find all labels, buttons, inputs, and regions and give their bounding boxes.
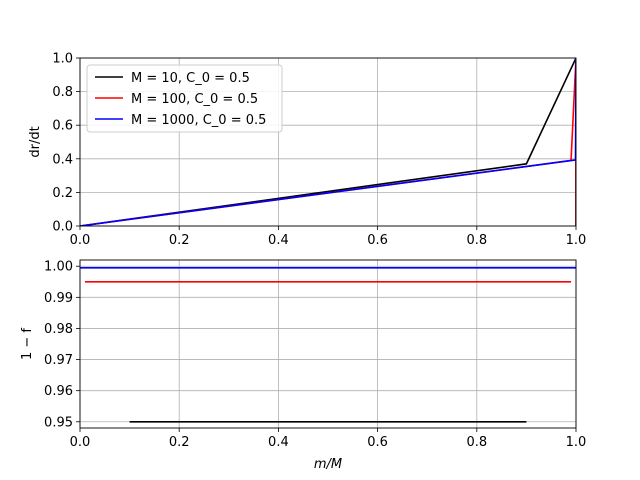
- y-tick-label: 0.96: [44, 384, 73, 399]
- y-tick-label: 0.97: [44, 353, 73, 368]
- y-tick-label: 0.95: [44, 415, 73, 430]
- x-tick-label: 0.2: [169, 435, 190, 450]
- x-tick-label: 0.4: [268, 233, 289, 248]
- x-tick-label: 0.6: [367, 435, 388, 450]
- legend-label: M = 1000, C_0 = 0.5: [131, 113, 266, 128]
- y-tick-label: 0.6: [52, 119, 73, 134]
- y-tick-label: 0.99: [44, 291, 73, 306]
- x-tick-label: 0.0: [70, 233, 91, 248]
- y-tick-label: 1.0: [52, 52, 73, 67]
- x-tick-label: 1.0: [566, 233, 587, 248]
- y-axis-label: 1 − f: [20, 328, 35, 360]
- axes-frame: [79, 57, 577, 227]
- legend-box: [86, 64, 283, 133]
- legend-label: M = 10, C_0 = 0.5: [131, 71, 250, 86]
- x-tick-label: 0.2: [169, 233, 190, 248]
- y-tick-label: 0.4: [52, 152, 73, 167]
- x-tick-label: 0.4: [268, 435, 289, 450]
- x-axis-label: m/M: [314, 457, 342, 472]
- axes-frame: [79, 259, 577, 429]
- series-line: [80, 58, 576, 226]
- y-tick-label: 0.8: [52, 85, 73, 100]
- x-tick-label: 0.0: [70, 435, 91, 450]
- y-tick-label: 0.2: [52, 186, 73, 201]
- bottom-chart: 0.0 0.2 0.4 0.6 0.8 1.0 0.95 0.96 0.97 0.98 0.99 1.…: [20, 259, 587, 472]
- y-tick-label: 0.98: [44, 322, 73, 337]
- y-axis-label: dr/dt: [28, 126, 43, 157]
- legend-label: M = 100, C_0 = 0.5: [131, 92, 258, 107]
- top-chart: 0.0 0.2 0.4 0.6 0.8 1.0 0.0 0.2 0.4 0.6 0.8 1.0 dr/d…: [28, 52, 586, 249]
- x-tick-label: 0.8: [466, 435, 487, 450]
- y-tick-label: 1.00: [44, 260, 73, 275]
- y-tick-label: 0.0: [52, 220, 73, 235]
- x-tick-label: 1.0: [566, 435, 587, 450]
- x-tick-label: 0.6: [367, 233, 388, 248]
- x-tick-label: 0.8: [466, 233, 487, 248]
